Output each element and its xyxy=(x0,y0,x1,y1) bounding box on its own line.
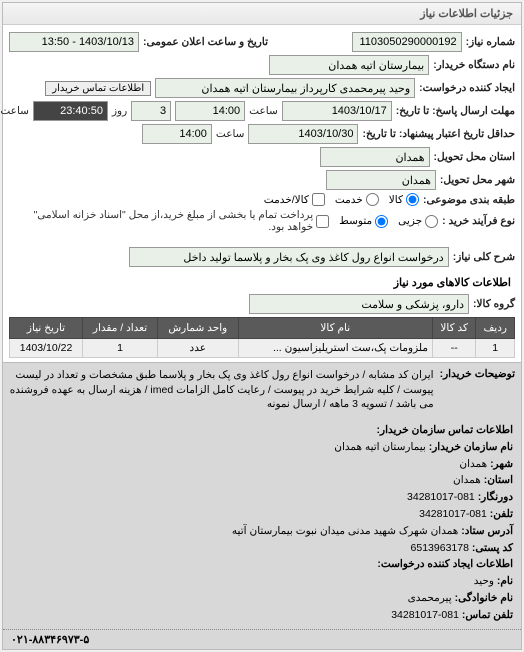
summary-label: شرح کلی نیاز: xyxy=(453,251,515,263)
col-date: تاریخ نیاز xyxy=(10,318,83,339)
table-row[interactable]: 1 -- ملزومات پک،ست استریلیزاسیون ... عدد… xyxy=(10,339,515,358)
contact-title: اطلاعات تماس سازمان خریدار: xyxy=(11,422,513,439)
ctel-label: تلفن تماس: xyxy=(462,609,513,621)
buyer-device-label: نام دستگاه خریدار: xyxy=(433,59,515,71)
desc-text: ایران کد مشابه / درخواست انواع رول کاغذ … xyxy=(9,368,434,412)
province-label2: استان: xyxy=(484,474,513,486)
lname-val: پیرمحمدی xyxy=(408,592,452,604)
remain-time-field xyxy=(33,101,108,121)
request-number-field xyxy=(352,32,462,52)
org-name-label: نام سازمان خریدار: xyxy=(429,441,513,453)
goods-table: ردیف کد کالا نام کالا واحد شمارش تعداد /… xyxy=(9,317,515,358)
radio-goods-input[interactable] xyxy=(406,193,419,206)
fax-label: دورنگار: xyxy=(478,491,513,503)
buyer-device-field xyxy=(269,55,429,75)
name-label: نام: xyxy=(497,575,513,587)
ctel-val: 081-34281017 xyxy=(391,609,459,621)
post-val: 6513963178 xyxy=(411,542,469,554)
addr-val: همدان شهرک شهید مدنی میدان نبوت بیمارستا… xyxy=(232,525,458,537)
budget-label: طبقه بندی موضوعی: xyxy=(423,194,515,206)
col-name: نام کالا xyxy=(238,318,433,339)
tel-val: 081-34281017 xyxy=(419,508,487,520)
cell-qty: 1 xyxy=(83,339,158,358)
chk-process-note[interactable]: پرداخت تمام یا بخشی از مبلغ خرید،از محل … xyxy=(9,209,329,233)
city-val: همدان xyxy=(459,458,487,470)
col-code: کد کالا xyxy=(433,318,476,339)
post-label: کد پستی: xyxy=(472,542,513,554)
radio-low-label: جزیی xyxy=(398,215,422,227)
radio-mid-input[interactable] xyxy=(375,215,388,228)
remain-days-field xyxy=(131,101,171,121)
deliver-city-label: شهر محل تحویل: xyxy=(440,174,515,186)
chk-goods-service[interactable]: کالا/خدمت xyxy=(264,193,325,206)
footer-phone: ۰۲۱-۸۸۳۴۶۹۷۳-۵ xyxy=(3,629,521,649)
deliver-province-field xyxy=(320,147,430,167)
chk-process-note-input[interactable] xyxy=(316,215,329,228)
time-label-1: ساعت xyxy=(249,105,278,117)
radio-low[interactable]: جزیی xyxy=(398,215,438,228)
cell-unit: عدد xyxy=(158,339,238,358)
chk-goods-service-label: کالا/خدمت xyxy=(264,194,309,206)
creator-contact-title: اطلاعات ایجاد کننده درخواست: xyxy=(11,556,513,573)
radio-service-input[interactable] xyxy=(366,193,379,206)
radio-low-input[interactable] xyxy=(425,215,438,228)
day-word: روز xyxy=(112,105,127,117)
creator-field xyxy=(155,78,415,98)
province-val2: همدان xyxy=(453,474,481,486)
radio-goods[interactable]: کالا xyxy=(389,193,419,206)
reply-date-field xyxy=(282,101,392,121)
valid-time-field xyxy=(142,124,212,144)
cell-name: ملزومات پک،ست استریلیزاسیون ... xyxy=(238,339,433,358)
section-goods-header: اطلاعات کالاهای مورد نیاز xyxy=(9,270,515,291)
request-number-label: شماره نیاز: xyxy=(466,36,515,48)
process-note: پرداخت تمام یا بخشی از مبلغ خرید،از محل … xyxy=(9,209,313,233)
col-row: ردیف xyxy=(476,318,515,339)
valid-until-label: حداقل تاریخ اعتبار پیشنهاد: تا تاریخ: xyxy=(362,128,515,140)
creator-label: ایجاد کننده درخواست: xyxy=(419,82,515,94)
org-name: بیمارستان اتیه همدان xyxy=(334,441,426,453)
desc-label: توضیحات خریدار: xyxy=(440,368,515,412)
reply-time-field xyxy=(175,101,245,121)
radio-mid[interactable]: متوسط xyxy=(339,215,388,228)
col-unit: واحد شمارش xyxy=(158,318,238,339)
valid-date-field xyxy=(248,124,358,144)
goods-group-field xyxy=(249,294,469,314)
city-label: شهر: xyxy=(490,458,513,470)
radio-mid-label: متوسط xyxy=(339,215,372,227)
pub-datetime-label: تاریخ و ساعت اعلان عمومی: xyxy=(143,36,268,48)
panel-title: جزئیات اطلاعات نیاز xyxy=(3,3,521,25)
fax-val: 081-34281017 xyxy=(407,491,475,503)
summary-field xyxy=(129,247,449,267)
deliver-city-field xyxy=(326,170,436,190)
pub-datetime-field xyxy=(9,32,139,52)
tel-label: تلفن: xyxy=(490,508,513,520)
radio-goods-label: کالا xyxy=(389,194,403,206)
buyer-contact-button[interactable]: اطلاعات تماس خریدار xyxy=(45,81,151,96)
deliver-province-label: استان محل تحویل: xyxy=(434,151,515,163)
chk-goods-service-input[interactable] xyxy=(312,193,325,206)
name-val: وحید xyxy=(474,575,494,587)
process-label: نوع فرآیند خرید : xyxy=(442,215,515,227)
radio-service[interactable]: خدمت xyxy=(335,193,379,206)
addr-label: آدرس ستاد: xyxy=(461,525,513,537)
col-qty: تعداد / مقدار xyxy=(83,318,158,339)
cell-idx: 1 xyxy=(476,339,515,358)
goods-group-label: گروه کالا: xyxy=(473,298,515,310)
cell-date: 1403/10/22 xyxy=(10,339,83,358)
lname-label: نام خانوادگی: xyxy=(455,592,513,604)
time-label-2: ساعت xyxy=(216,128,245,140)
remain-suffix: ساعت باقی مانده xyxy=(0,105,29,117)
reply-deadline-label: مهلت ارسال پاسخ: تا تاریخ: xyxy=(396,105,515,117)
radio-service-label: خدمت xyxy=(335,194,363,206)
cell-code: -- xyxy=(433,339,476,358)
